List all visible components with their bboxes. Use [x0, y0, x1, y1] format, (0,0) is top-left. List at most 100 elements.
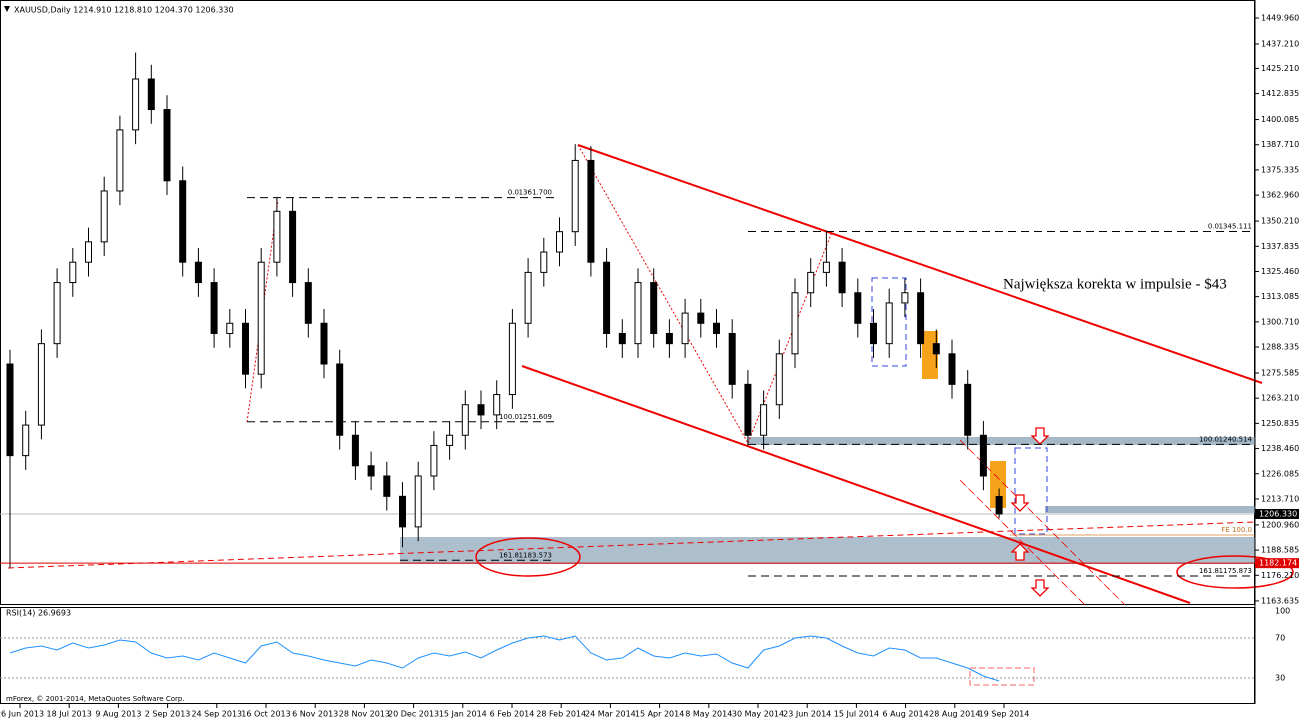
y-tick-label: 1213.710	[1261, 494, 1299, 503]
fib-level-label: 0.0	[1208, 222, 1219, 230]
rsi-tick-label: 70	[1275, 634, 1285, 643]
candle-body	[697, 312, 705, 324]
candle-body	[681, 312, 689, 345]
x-tick-label: 6 Feb 2014	[490, 710, 535, 719]
y-tick-label: 1300.710	[1261, 317, 1299, 326]
candle-body	[304, 282, 312, 324]
y-tick-label: 1238.460	[1261, 444, 1299, 453]
candle-body	[979, 434, 987, 477]
fe-label: FE 100.0	[1221, 526, 1252, 534]
trend-line	[577, 144, 1263, 384]
x-tick-label: 15 Apr 2014	[635, 710, 684, 719]
candle-body	[399, 495, 406, 528]
fib-price: 1345.111	[1219, 222, 1252, 230]
y-tick-label: 1226.085	[1261, 469, 1299, 478]
candle-body	[854, 292, 862, 324]
arrows	[1010, 427, 1050, 597]
ellipse	[475, 537, 581, 577]
candle-body	[477, 404, 485, 416]
note: Największa korekta w impulsie - $43	[1003, 276, 1227, 292]
dashed-box	[871, 277, 907, 367]
zone	[748, 437, 1255, 445]
fib-level-label: 161.8	[1199, 567, 1219, 575]
y-tick-label: 1163.635	[1261, 596, 1299, 605]
candle-body	[760, 404, 768, 436]
trend-line	[7, 521, 1256, 569]
y-tick-label: 1188.585	[1261, 546, 1299, 555]
y-tick-label: 1200.960	[1261, 520, 1299, 529]
candle-body	[461, 404, 469, 436]
candle-body	[901, 292, 909, 304]
x-tick-label: 19 Sep 2014	[979, 710, 1030, 719]
candle-body	[132, 78, 140, 131]
candle-body	[446, 434, 454, 446]
dashed-box	[969, 667, 1035, 686]
candle-body	[728, 332, 736, 385]
candle-body	[775, 353, 783, 406]
fib-level-label: 100.0	[499, 413, 519, 421]
x-tick-label: 15 Jul 2014	[834, 710, 879, 719]
candle-body	[257, 261, 265, 375]
y-tick-label: 1425.210	[1261, 64, 1299, 73]
candle-body	[320, 322, 328, 365]
candle-body	[508, 322, 516, 396]
candle-body	[948, 353, 956, 385]
x-tick-label: 6 Nov 2013	[292, 710, 338, 719]
fib-price: 1251.609	[519, 413, 552, 421]
x-tick-label: 24 Mar 2014	[585, 710, 636, 719]
x-tick-label: 23 Jun 2014	[783, 710, 831, 719]
footer: mForex, © 2001-2014, MetaQuotes Software…	[6, 695, 185, 703]
x-tick-label: 9 Aug 2013	[95, 710, 141, 719]
header: XAUUSD,Daily 1214.910 1218.810 1204.370 …	[14, 6, 234, 15]
candle-body	[995, 496, 1003, 515]
candle-body	[414, 475, 422, 528]
price-tag	[1255, 558, 1299, 569]
candle-body	[917, 292, 925, 345]
fib-price: 1175.873	[1219, 567, 1252, 575]
price-tag-label: 1182.174	[1259, 559, 1297, 568]
candle-body	[744, 383, 752, 436]
x-tick-label: 28 Feb 2014	[536, 710, 586, 719]
y-tick-label: 1288.335	[1261, 343, 1299, 352]
y-tick-label: 1375.335	[1261, 165, 1299, 174]
candle-body	[194, 261, 202, 284]
ellipse	[1176, 555, 1294, 589]
icon	[4, 6, 10, 12]
candle-body	[179, 180, 187, 263]
candle-body	[226, 322, 234, 334]
price-tag-label: 1206.330	[1259, 509, 1297, 518]
x-tick-label: 28 Aug 2014	[929, 710, 980, 719]
y-tick-label: 1263.210	[1261, 394, 1299, 403]
candle-body	[838, 261, 846, 294]
x-tick-label: 18 Jul 2013	[47, 710, 92, 719]
candle-body	[634, 282, 642, 345]
y-tick-label: 1412.835	[1261, 89, 1299, 98]
y-tick-label: 1250.835	[1261, 419, 1299, 428]
rsi-tick-label: 30	[1275, 674, 1285, 683]
candle-body	[116, 129, 124, 192]
x-tick-label: 16 Oct 2013	[241, 710, 290, 719]
y-tick-label: 1437.210	[1261, 39, 1299, 48]
price-tag	[1255, 508, 1299, 519]
dashed-box	[1014, 447, 1048, 535]
candle-body	[870, 322, 877, 345]
candle-body	[665, 332, 673, 345]
candle-body	[791, 292, 799, 355]
y-tick-label: 1337.835	[1261, 242, 1299, 251]
y-tick-label: 1176.210	[1261, 571, 1299, 580]
candle-body	[351, 434, 359, 467]
support-zone	[400, 537, 1255, 564]
candle-body	[383, 475, 391, 497]
x-tick-label: 28 Nov 2013	[339, 710, 390, 719]
arrow-down	[1030, 427, 1050, 445]
candle-body	[53, 282, 61, 345]
fib-level-label: 100.0	[1199, 435, 1219, 443]
candle-body	[69, 261, 77, 284]
x-tick-label: 30 May 2014	[732, 710, 784, 719]
fib-level-label: 161.8	[499, 551, 519, 559]
arrow-up	[1010, 543, 1030, 561]
candle-body	[210, 282, 218, 334]
highlight	[922, 331, 938, 379]
